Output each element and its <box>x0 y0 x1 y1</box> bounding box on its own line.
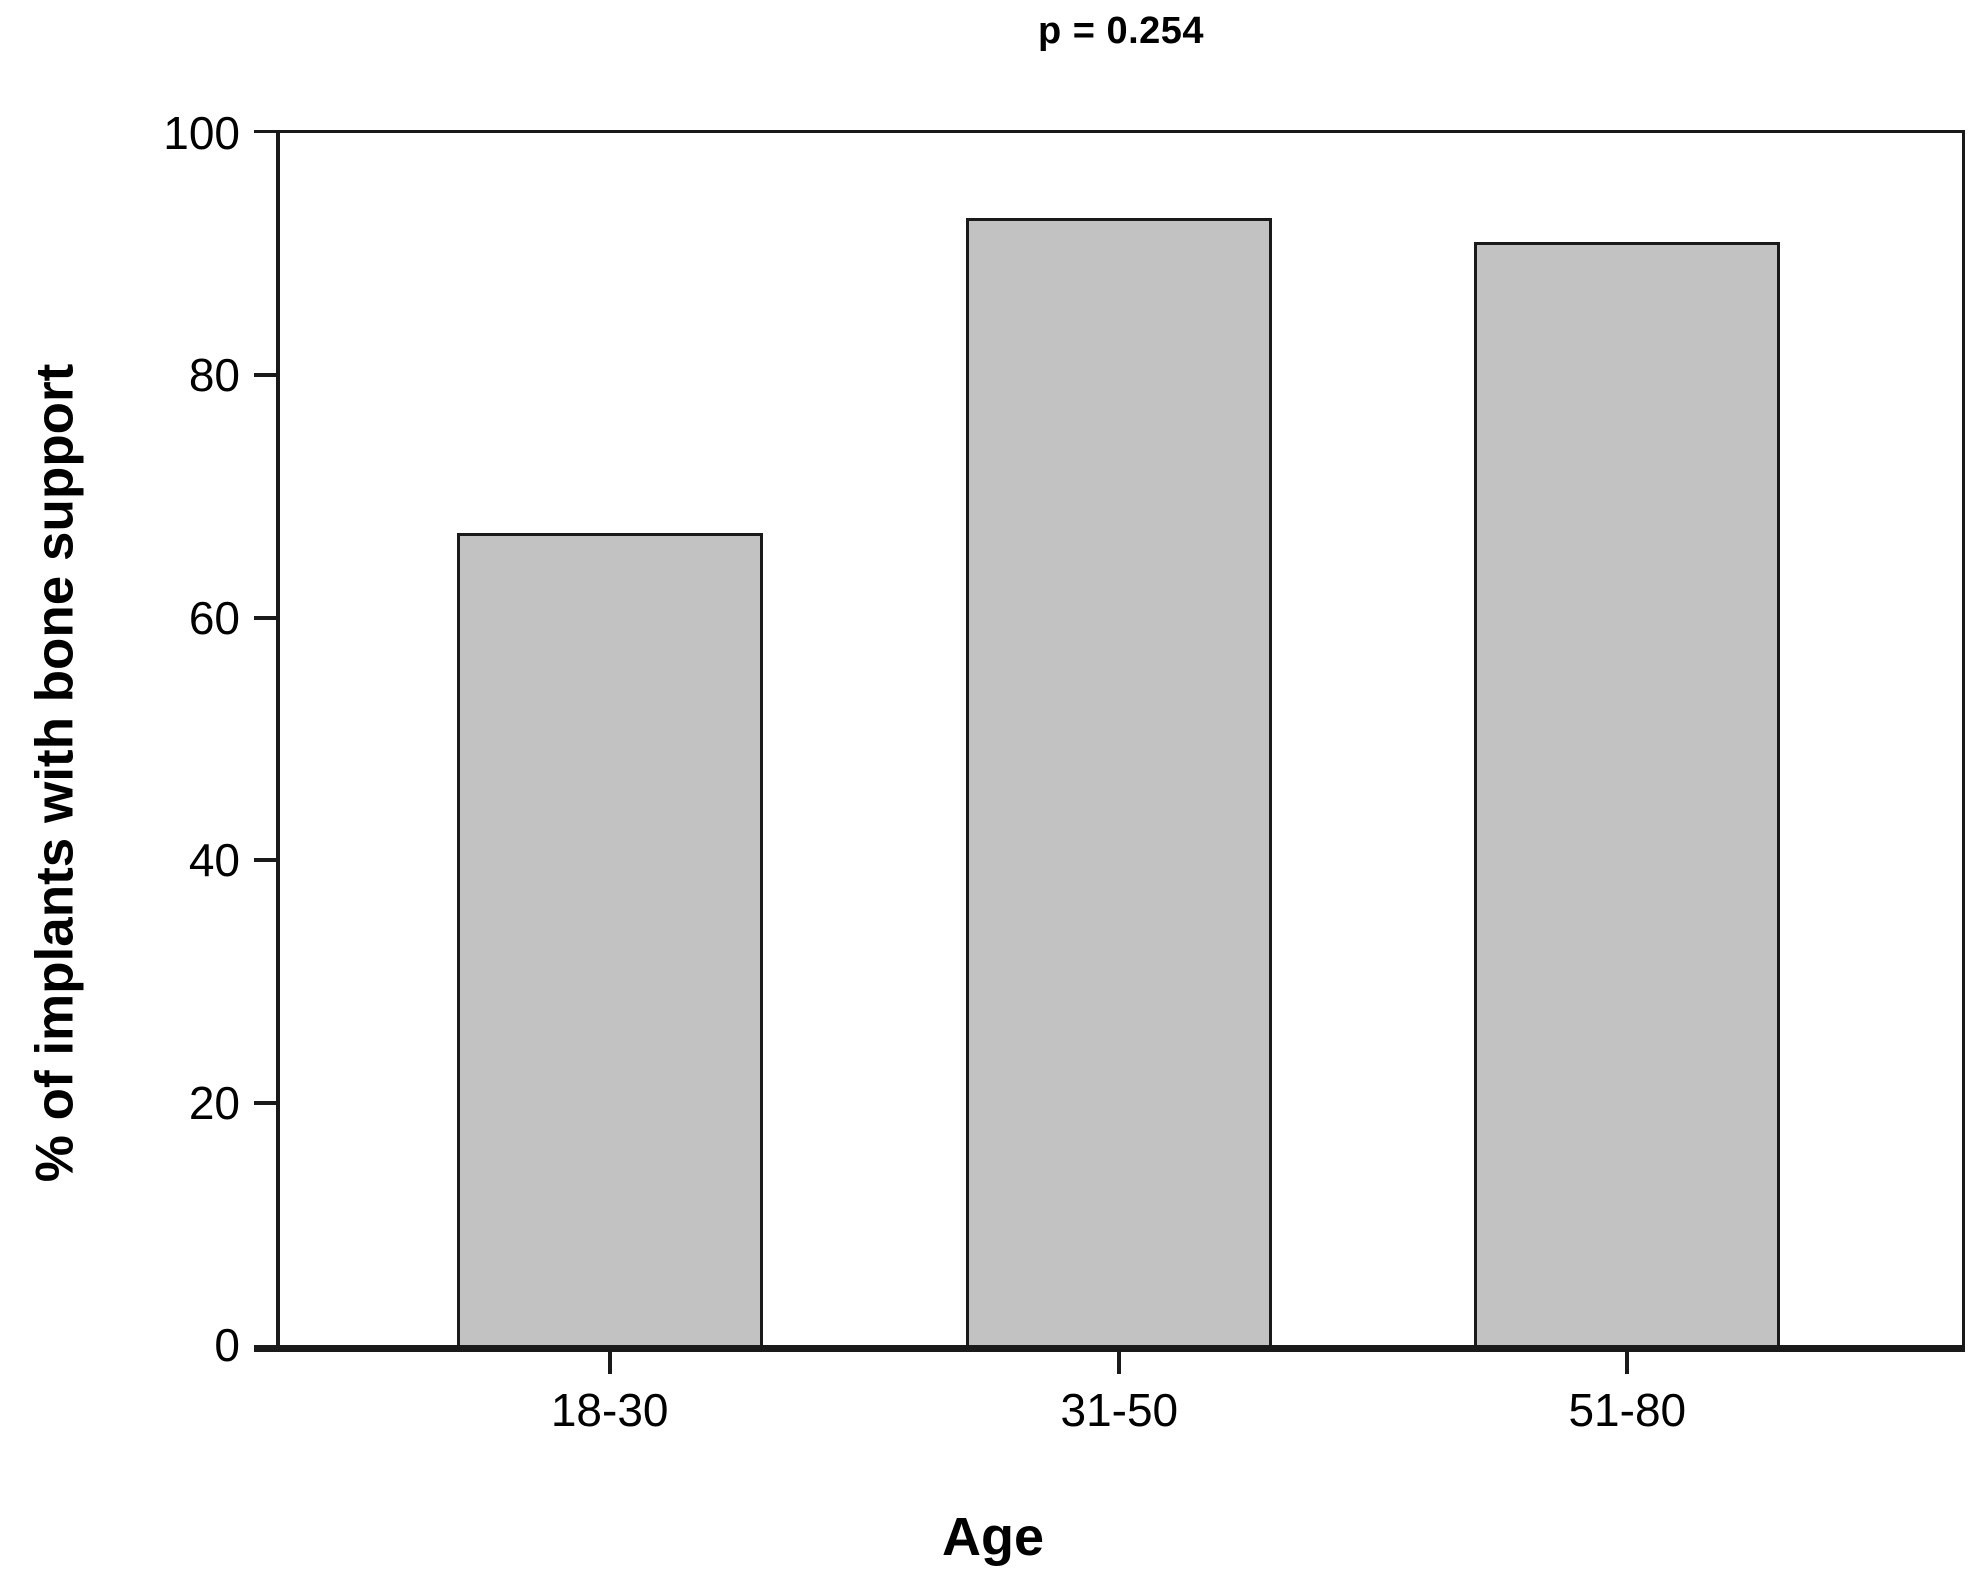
plot-top-border <box>254 130 1965 133</box>
y-tick <box>254 615 276 620</box>
x-tick <box>1625 1352 1630 1374</box>
y-axis-title: % of implants with bone support <box>25 363 85 1183</box>
plot-right-border <box>1962 130 1965 1352</box>
y-tick-label: 60 <box>188 591 240 644</box>
y-tick <box>254 1100 276 1105</box>
y-tick-label: 0 <box>214 1319 240 1371</box>
y-tick-label: 20 <box>188 1076 240 1129</box>
bar <box>966 217 1273 1345</box>
x-axis-line <box>254 1345 1965 1352</box>
y-tick <box>254 373 276 378</box>
x-tick-label: 18-30 <box>550 1384 669 1436</box>
chart-title: p = 0.254 <box>1037 10 1205 52</box>
x-axis-title: Age <box>941 1507 1044 1567</box>
y-tick-label: 40 <box>188 834 240 887</box>
y-axis-line <box>276 130 280 1345</box>
y-tick-label: 100 <box>163 107 240 159</box>
x-tick <box>607 1352 612 1374</box>
x-tick <box>1117 1352 1122 1374</box>
x-tick-label: 51-80 <box>1568 1384 1687 1436</box>
y-tick <box>254 858 276 863</box>
y-tick-label: 80 <box>188 349 240 402</box>
bar <box>1474 242 1781 1345</box>
bar <box>456 532 763 1345</box>
x-tick-label: 31-50 <box>1060 1384 1179 1436</box>
plot-area: 0 20 40 60 80 100 18-30 31-50 51-80 <box>163 107 1965 1436</box>
